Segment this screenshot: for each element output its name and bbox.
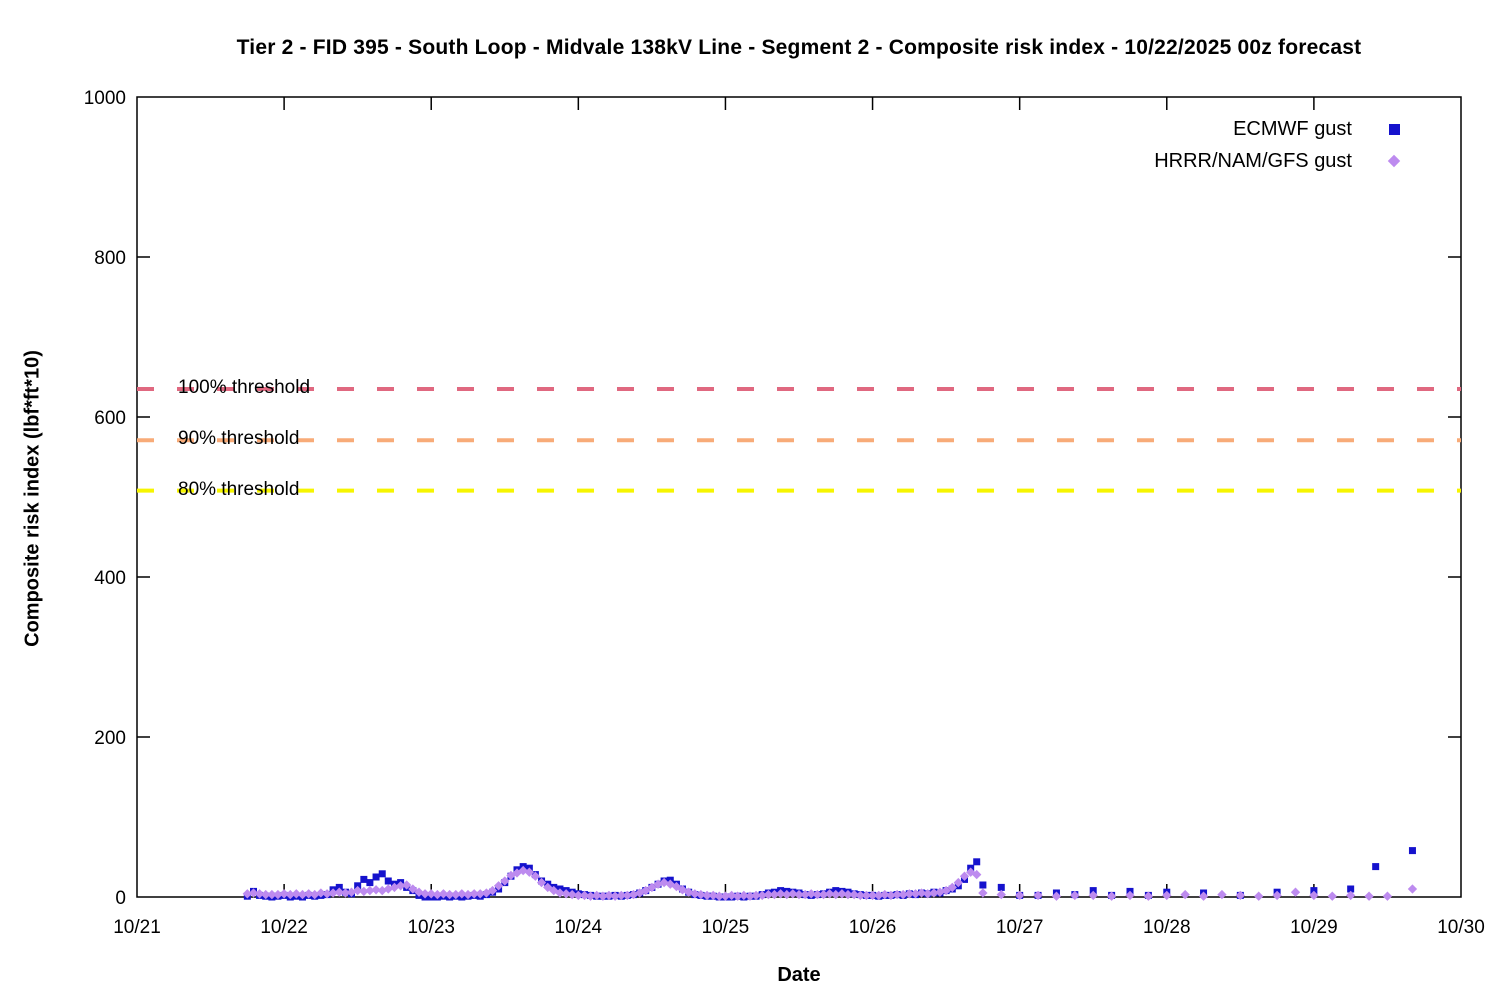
x-tick-label: 10/23: [407, 917, 455, 938]
x-axis-title: Date: [777, 964, 821, 986]
threshold-label-90: 90% threshold: [178, 428, 300, 450]
x-tick-label: 10/25: [702, 917, 750, 938]
y-tick-label: 400: [94, 568, 126, 589]
hrrr-nam-gfs-series: [242, 865, 1418, 901]
y-tick-label: 800: [94, 248, 126, 269]
y-tick-label: 1000: [84, 88, 126, 109]
chart-title: Tier 2 - FID 395 - South Loop - Midvale …: [236, 36, 1362, 59]
y-tick-label: 600: [94, 408, 126, 429]
x-tick-label: 10/28: [1143, 917, 1191, 938]
plot-border: [136, 96, 1462, 898]
legend-row-ecmwf: ECMWF gust: [1154, 113, 1402, 145]
square-marker-icon: [1386, 121, 1402, 137]
x-tick-label: 10/22: [260, 917, 308, 938]
x-tick-label: 10/24: [555, 917, 603, 938]
threshold-label-100: 100% threshold: [178, 377, 311, 398]
legend: ECMWF gust HRRR/NAM/GFS gust: [1154, 113, 1402, 177]
x-tick-label: 10/27: [996, 917, 1044, 938]
y-tick-label: 200: [94, 728, 126, 749]
legend-label-hrrr-nam-gfs: HRRR/NAM/GFS gust: [1154, 149, 1352, 172]
x-tick-label: 10/26: [849, 917, 897, 938]
legend-row-hrrr-nam-gfs: HRRR/NAM/GFS gust: [1154, 145, 1402, 177]
x-tick-label: 10/29: [1290, 917, 1338, 938]
legend-label-ecmwf: ECMWF gust: [1233, 117, 1352, 140]
x-tick-label: 10/30: [1437, 917, 1485, 938]
diamond-marker-icon: [1386, 153, 1402, 169]
y-tick-label: 0: [115, 888, 126, 909]
threshold-label-80: 80% threshold: [178, 478, 300, 500]
x-tick-label: 10/21: [113, 917, 161, 938]
